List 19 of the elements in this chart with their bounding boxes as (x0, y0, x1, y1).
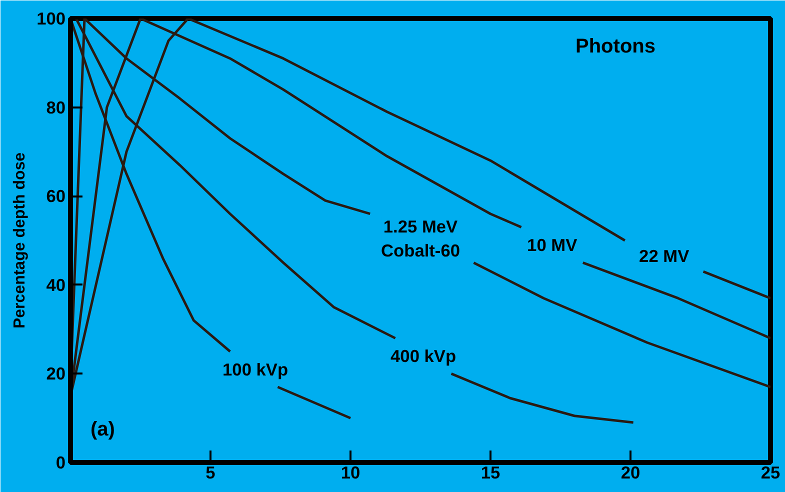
y-tick-label: 40 (46, 274, 66, 295)
x-tick-label: 5 (206, 462, 216, 482)
annotation: Photons (576, 36, 656, 58)
y-tick-label: 0 (56, 452, 66, 472)
x-tick-label: 25 (760, 462, 780, 482)
series-label: 400 kVp (390, 346, 456, 366)
x-tick-label: 10 (340, 462, 360, 482)
y-tick-label: 20 (46, 364, 66, 384)
series-label: 100 kVp (222, 359, 288, 380)
y-axis-title: Percentage depth dose (12, 152, 29, 329)
y-tick-label: 100 (36, 8, 66, 28)
x-tick-label: 20 (620, 462, 640, 482)
y-tick-label: 60 (46, 186, 66, 206)
series-label: 1.25 MeV Cobalt-60 (381, 216, 460, 260)
y-tick-label: 80 (46, 97, 66, 118)
annotation: (a) (90, 418, 115, 440)
series-label: 10 MV (527, 234, 578, 255)
series-label: 22 MV (639, 246, 690, 266)
x-tick-label: 15 (480, 462, 500, 482)
